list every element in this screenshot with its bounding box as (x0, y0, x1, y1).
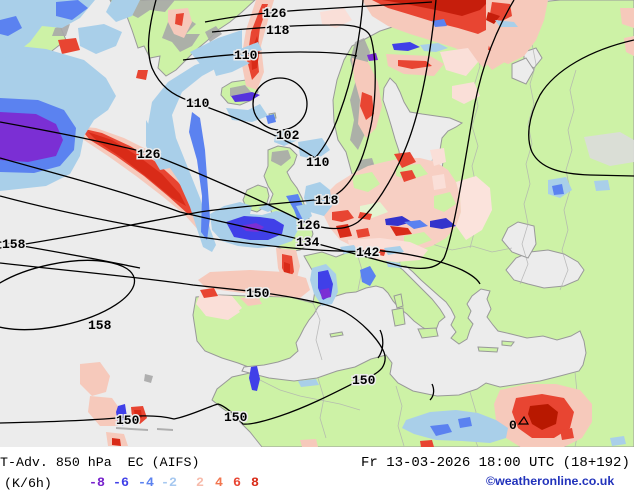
svg-text:102: 102 (276, 128, 300, 143)
svg-text:110: 110 (306, 155, 330, 170)
svg-text:150: 150 (224, 410, 248, 425)
svg-text:©weatheronline.co.uk: ©weatheronline.co.uk (486, 474, 614, 488)
svg-text:134: 134 (296, 235, 320, 250)
svg-text:142: 142 (356, 245, 380, 260)
svg-text:110: 110 (234, 48, 258, 63)
svg-text:158: 158 (2, 237, 26, 252)
svg-text:126: 126 (137, 147, 161, 162)
svg-text:150: 150 (352, 373, 376, 388)
svg-text:-2: -2 (161, 475, 177, 490)
svg-text:150: 150 (246, 286, 270, 301)
svg-text:T-Adv. 850 hPa EC (AIFS): T-Adv. 850 hPa EC (AIFS) (0, 455, 200, 470)
svg-text:(K/6h): (K/6h) (4, 476, 52, 490)
svg-text:Fr 13-03-2026 18:00 UTC (18+19: Fr 13-03-2026 18:00 UTC (18+192) (361, 455, 630, 471)
svg-text:-4: -4 (138, 475, 154, 490)
svg-text:6: 6 (233, 475, 241, 490)
svg-text:150: 150 (116, 413, 140, 428)
svg-text:-6: -6 (113, 475, 129, 490)
svg-text:118: 118 (266, 23, 290, 38)
svg-text:-8: -8 (89, 475, 105, 490)
svg-text:158: 158 (88, 318, 112, 333)
svg-text:0: 0 (509, 418, 517, 433)
svg-text:126: 126 (297, 218, 321, 233)
svg-text:8: 8 (251, 475, 259, 490)
svg-text:126: 126 (263, 6, 287, 21)
svg-text:118: 118 (315, 193, 339, 208)
svg-text:2: 2 (196, 475, 204, 490)
svg-text:4: 4 (215, 475, 223, 490)
svg-text:110: 110 (186, 96, 210, 111)
